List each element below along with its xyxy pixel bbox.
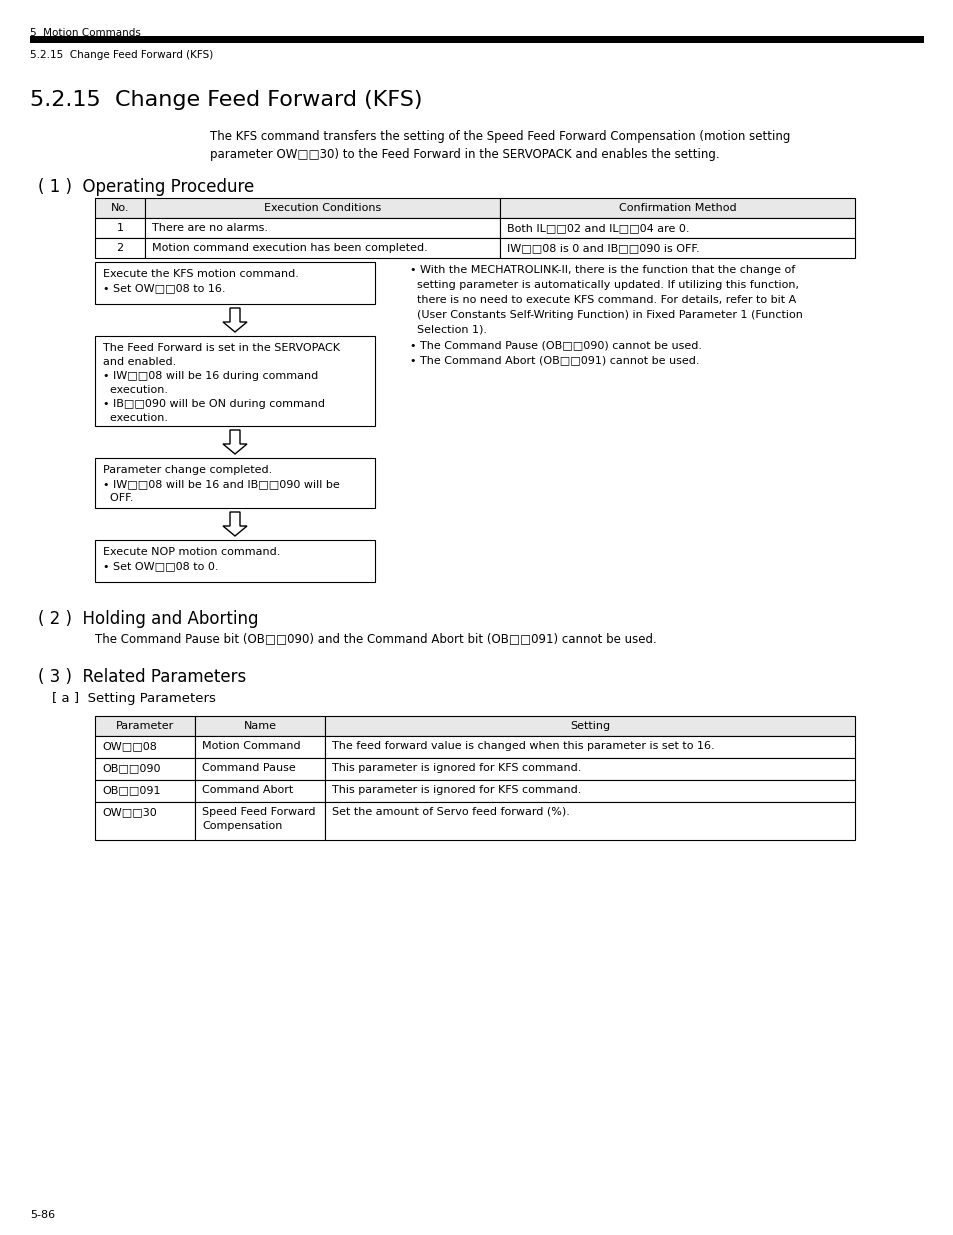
Text: execution.: execution. <box>103 385 168 395</box>
Bar <box>499 198 854 219</box>
Text: ( 2 )  Holding and Aborting: ( 2 ) Holding and Aborting <box>38 610 258 629</box>
Bar <box>145 219 499 238</box>
Text: OW□□30: OW□□30 <box>102 806 156 818</box>
Text: 1: 1 <box>116 224 123 233</box>
Text: There are no alarms.: There are no alarms. <box>152 224 268 233</box>
Text: execution.: execution. <box>103 412 168 424</box>
Text: Both IL□□02 and IL□□04 are 0.: Both IL□□02 and IL□□04 are 0. <box>506 224 689 233</box>
Polygon shape <box>223 513 247 536</box>
Bar <box>499 219 854 238</box>
Text: Execution Conditions: Execution Conditions <box>264 203 381 212</box>
Bar <box>325 802 854 840</box>
Text: • The Command Pause (OB□□090) cannot be used.: • The Command Pause (OB□□090) cannot be … <box>410 340 701 350</box>
Text: 5-86: 5-86 <box>30 1210 55 1220</box>
Text: IW□□08 is 0 and IB□□090 is OFF.: IW□□08 is 0 and IB□□090 is OFF. <box>506 243 699 253</box>
Text: 5.2.15  Change Feed Forward (KFS): 5.2.15 Change Feed Forward (KFS) <box>30 90 422 110</box>
Bar <box>325 736 854 758</box>
Text: Speed Feed Forward: Speed Feed Forward <box>202 806 315 818</box>
Bar <box>95 736 194 758</box>
Bar <box>194 758 325 781</box>
Text: [ a ]  Setting Parameters: [ a ] Setting Parameters <box>52 692 215 705</box>
Text: Parameter change completed.: Parameter change completed. <box>103 466 272 475</box>
Text: 5.2.15  Change Feed Forward (KFS): 5.2.15 Change Feed Forward (KFS) <box>30 49 213 61</box>
Text: and enabled.: and enabled. <box>103 357 176 367</box>
Text: Motion Command: Motion Command <box>202 741 300 751</box>
Text: • Set OW□□08 to 16.: • Set OW□□08 to 16. <box>103 283 225 293</box>
Text: Parameter: Parameter <box>115 721 174 731</box>
Text: Name: Name <box>243 721 276 731</box>
Text: Set the amount of Servo feed forward (%).: Set the amount of Servo feed forward (%)… <box>332 806 569 818</box>
Text: Execute the KFS motion command.: Execute the KFS motion command. <box>103 269 298 279</box>
Text: No.: No. <box>111 203 129 212</box>
Bar <box>95 781 194 802</box>
Text: parameter OW□□30) to the Feed Forward in the SERVOPACK and enables the setting.: parameter OW□□30) to the Feed Forward in… <box>210 148 719 161</box>
Text: This parameter is ignored for KFS command.: This parameter is ignored for KFS comman… <box>332 785 580 795</box>
Text: OB□□091: OB□□091 <box>102 785 160 795</box>
Text: OFF.: OFF. <box>103 493 133 503</box>
Text: • With the MECHATROLINK-II, there is the function that the change of: • With the MECHATROLINK-II, there is the… <box>410 266 795 275</box>
Bar <box>95 262 375 304</box>
Bar <box>194 781 325 802</box>
Polygon shape <box>223 308 247 332</box>
Bar <box>95 238 145 258</box>
Text: The KFS command transfers the setting of the Speed Feed Forward Compensation (mo: The KFS command transfers the setting of… <box>210 130 789 143</box>
Bar <box>95 458 375 508</box>
Bar <box>95 802 194 840</box>
Text: Confirmation Method: Confirmation Method <box>618 203 736 212</box>
Bar <box>30 36 923 43</box>
Text: • IW□□08 will be 16 during command: • IW□□08 will be 16 during command <box>103 370 318 382</box>
Text: there is no need to execute KFS command. For details, refer to bit A: there is no need to execute KFS command.… <box>410 295 796 305</box>
Text: OB□□090: OB□□090 <box>102 763 160 773</box>
Text: The Command Pause bit (OB□□090) and the Command Abort bit (OB□□091) cannot be us: The Command Pause bit (OB□□090) and the … <box>95 632 656 645</box>
Text: • The Command Abort (OB□□091) cannot be used.: • The Command Abort (OB□□091) cannot be … <box>410 354 699 366</box>
Text: 5  Motion Commands: 5 Motion Commands <box>30 28 141 38</box>
Text: Setting: Setting <box>569 721 609 731</box>
Text: Command Abort: Command Abort <box>202 785 293 795</box>
Text: • Set OW□□08 to 0.: • Set OW□□08 to 0. <box>103 561 218 571</box>
Text: Motion command execution has been completed.: Motion command execution has been comple… <box>152 243 427 253</box>
Text: OW□□08: OW□□08 <box>102 741 156 751</box>
Bar <box>145 238 499 258</box>
Bar <box>95 758 194 781</box>
Text: Compensation: Compensation <box>202 821 282 831</box>
Text: Execute NOP motion command.: Execute NOP motion command. <box>103 547 280 557</box>
Bar <box>194 716 325 736</box>
Bar <box>95 219 145 238</box>
Text: setting parameter is automatically updated. If utilizing this function,: setting parameter is automatically updat… <box>410 280 799 290</box>
Text: The feed forward value is changed when this parameter is set to 16.: The feed forward value is changed when t… <box>332 741 714 751</box>
Bar <box>145 198 499 219</box>
Text: The Feed Forward is set in the SERVOPACK: The Feed Forward is set in the SERVOPACK <box>103 343 339 353</box>
Polygon shape <box>223 430 247 454</box>
Bar <box>499 238 854 258</box>
Text: Command Pause: Command Pause <box>202 763 295 773</box>
Bar <box>325 716 854 736</box>
Bar <box>194 736 325 758</box>
Text: This parameter is ignored for KFS command.: This parameter is ignored for KFS comman… <box>332 763 580 773</box>
Text: ( 3 )  Related Parameters: ( 3 ) Related Parameters <box>38 668 246 685</box>
Text: ( 1 )  Operating Procedure: ( 1 ) Operating Procedure <box>38 178 254 196</box>
Bar <box>325 781 854 802</box>
Text: Selection 1).: Selection 1). <box>410 325 486 335</box>
Bar <box>95 540 375 582</box>
Bar <box>95 716 194 736</box>
Bar <box>95 198 145 219</box>
Bar <box>194 802 325 840</box>
Text: 2: 2 <box>116 243 124 253</box>
Bar <box>95 336 375 426</box>
Bar <box>325 758 854 781</box>
Text: • IW□□08 will be 16 and IB□□090 will be: • IW□□08 will be 16 and IB□□090 will be <box>103 479 339 489</box>
Text: • IB□□090 will be ON during command: • IB□□090 will be ON during command <box>103 399 325 409</box>
Text: (User Constants Self-Writing Function) in Fixed Parameter 1 (Function: (User Constants Self-Writing Function) i… <box>410 310 802 320</box>
